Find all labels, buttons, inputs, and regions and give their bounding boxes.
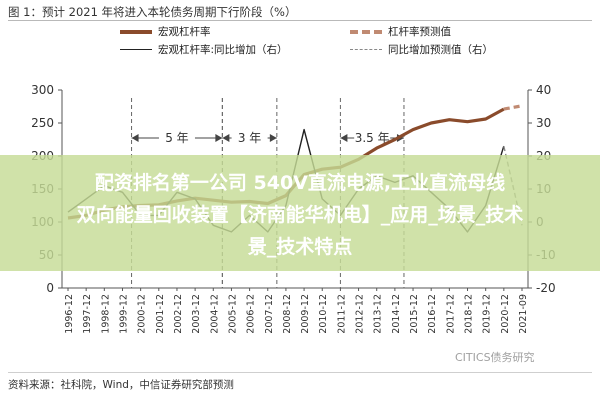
cycle-arrow-left [222,134,230,142]
x-tick-label: 2015-12 [409,294,420,334]
x-tick-label: 2014-12 [391,294,402,334]
overlay-text-line-2: 双向能量回收装置【济南能华机电】_应用_场景_技术 [76,204,524,226]
legend-item-yoy-forecast: 同比增加预测值（右） [350,42,493,57]
legend-swatch-leverage [120,29,152,34]
x-tick-label: 2007-12 [264,294,275,334]
overlay-banner [0,155,600,271]
legend-label-yoy-forecast: 同比增加预测值（右） [388,44,493,56]
legend-label-leverage-forecast: 杠杆率预测值 [388,26,451,38]
x-tick-label: 2008-12 [282,294,293,334]
series-line-leverage-forecast [503,104,523,111]
x-tick-label: 2021-09 [518,294,529,334]
cycle-label: 3.5 年 [355,131,390,145]
x-tick-label: 2019-12 [482,294,493,334]
x-tick-label: 2020-12 [500,294,511,334]
x-tick-label: 1996-12 [64,294,75,334]
cycle-label-bg [231,129,268,145]
x-tick-label: 2004-12 [209,294,220,334]
legend-swatch-yoy-forecast [350,49,382,50]
x-tick-label: 2005-12 [227,294,238,334]
x-tick-label: 2018-12 [464,294,475,334]
x-tick-label: 2000-12 [137,294,148,334]
cycle-arrow-left [131,134,139,142]
legend-item-yoy: 宏观杠杆率:同比增加（右） [120,42,288,57]
legend-label-yoy: 宏观杠杆率:同比增加（右） [158,44,288,56]
overlay-text-line-1: 配资排名第一公司 540V直流电源,工业直流母线 [94,172,506,194]
overlay-text-line-3: 景_技术特点 [247,236,353,258]
x-tick-label: 2017-12 [445,294,456,334]
legend-item-leverage-forecast: 杠杆率预测值 [350,24,451,39]
x-tick-label: 2016-12 [427,294,438,334]
legend-item-leverage: 宏观杠杆率 [120,24,211,39]
x-tick-label: 1997-12 [82,294,93,334]
y-right-tick-label: 40 [536,83,551,97]
legend-label-leverage: 宏观杠杆率 [158,26,211,38]
cycle-label-bg [158,129,195,145]
y-left-tick-label: 0 [46,281,54,295]
source-divider [8,372,592,373]
cycle-arrow-right [215,134,223,142]
x-tick-label: 2009-12 [300,294,311,334]
x-tick-label: 2010-12 [318,294,329,334]
x-tick-label: 1998-12 [100,294,111,334]
chart-legend: 宏观杠杆率 杠杆率预测值 宏观杠杆率:同比增加（右） 同比增加预测值（右） [120,24,560,64]
y-left-tick-label: 250 [31,116,54,130]
cycle-arrow-left [340,134,348,142]
cycle-label: 3 年 [238,131,261,145]
x-tick-label: 2013-12 [373,294,384,334]
watermark-text: CITICS债务研究 [455,351,535,364]
legend-swatch-yoy [120,49,152,50]
title-divider [8,20,592,21]
x-tick-label: 2002-12 [173,294,184,334]
x-tick-label: 2003-12 [191,294,202,334]
cycle-label-bg [354,129,391,145]
y-right-tick-label: 30 [536,116,551,130]
x-tick-label: 2012-12 [355,294,366,334]
x-tick-label: 2011-12 [336,294,347,334]
source-note: 资料来源：社科院，Wind，中信证券研究部预测 [8,379,234,391]
cycle-arrow-right [269,134,277,142]
cycle-label: 5 年 [165,131,188,145]
x-tick-label: 2006-12 [246,294,257,334]
y-right-tick-label: -20 [536,281,556,295]
legend-swatch-leverage-forecast [350,29,382,34]
figure-title: 图 1：预计 2021 年将进入本轮债务周期下行阶段（%） [8,5,297,19]
x-tick-label: 2001-12 [155,294,166,334]
x-tick-label: 1999-12 [118,294,129,334]
y-left-tick-label: 300 [31,83,54,97]
